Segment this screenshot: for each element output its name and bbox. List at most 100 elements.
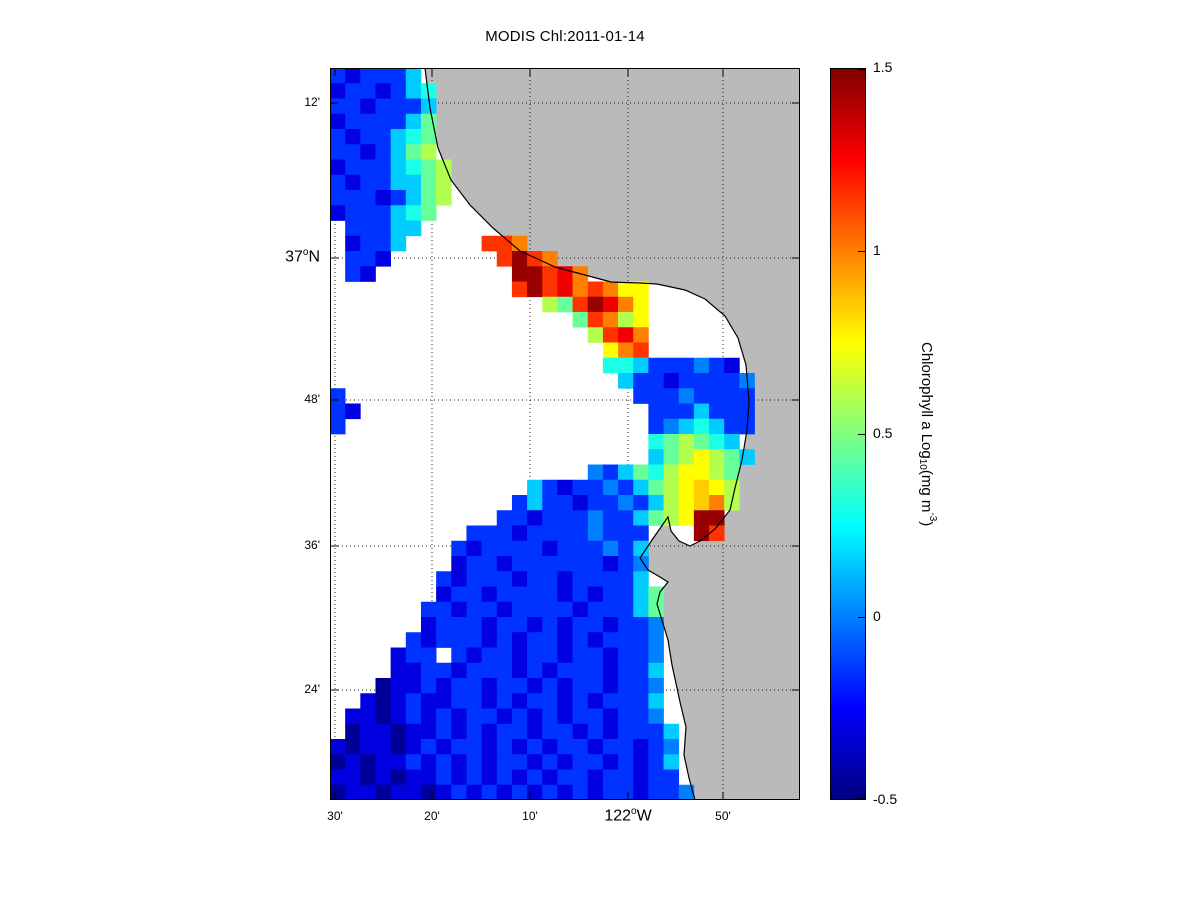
heatmap-cell [602,693,619,709]
heatmap-cell [420,113,437,130]
heatmap-cell [587,723,604,740]
colorbar-label-subscript: 10 [917,458,928,470]
heatmap-cell [602,678,619,694]
heatmap-cell [663,464,680,481]
heatmap-cell [330,403,346,420]
heatmap-cell [511,739,528,755]
heatmap-cell [390,98,407,115]
heatmap-cell [724,449,740,465]
y-tick-label: 48' [304,392,320,406]
heatmap-cell [557,723,573,740]
heatmap-cell [451,723,467,740]
heatmap-cell [330,769,346,786]
heatmap-cell [451,739,467,755]
heatmap-cell [375,68,391,84]
heatmap-cell [648,373,664,389]
heatmap-cell [633,632,649,648]
heatmap-cell [572,571,589,587]
heatmap-cell [405,159,422,176]
heatmap-cell [618,540,634,557]
heatmap-cell [572,525,589,542]
heatmap-cell [466,769,482,786]
heatmap-cell [633,525,649,542]
heatmap-cell [481,662,498,679]
heatmap-cell [436,739,452,755]
x-tick-label: 10' [522,809,538,823]
heatmap-cell [360,784,376,800]
heatmap-cell [633,556,649,572]
heatmap-cell [420,647,437,664]
heatmap-cell [542,784,558,800]
heatmap-cell [345,220,361,237]
heatmap-cell [572,723,589,740]
heatmap-cell [375,159,391,176]
heatmap-cell [436,174,452,191]
heatmap-cell [360,739,376,755]
heatmap-cell [587,327,604,343]
heatmap-cell [618,556,634,572]
heatmap-cell [663,418,680,435]
heatmap-cell [330,83,346,99]
heatmap-cell [709,418,725,435]
heatmap-cell [602,769,619,786]
chart-title: MODIS Chl:2011-01-14 [485,28,645,45]
heatmap-cell [511,693,528,709]
heatmap-cell [511,495,528,511]
heatmap-cell [693,418,710,435]
heatmap-cell [511,754,528,770]
heatmap-cell [648,418,664,435]
heatmap-cell [572,510,589,526]
heatmap-cell [602,556,619,572]
heatmap-cell [420,678,437,694]
heatmap-cell [436,662,452,679]
heatmap-cell [572,662,589,679]
heatmap-cell [405,98,422,115]
heatmap-cell [511,510,528,526]
heatmap-cell [496,251,513,267]
heatmap-cell [602,571,619,587]
heatmap-cell [420,601,437,618]
heatmap-cell [360,708,376,725]
heatmap-cell [678,464,695,481]
heatmap-cell [481,632,498,648]
heatmap-cell [572,556,589,572]
heatmap-cell [572,495,589,511]
heatmap-cell [390,174,407,191]
heatmap-cell [436,693,452,709]
heatmap-cell [466,739,482,755]
heatmap-cell [527,266,543,282]
heatmap-cell [602,327,619,343]
heatmap-cell [618,525,634,542]
heatmap-cell [345,754,361,770]
heatmap-cell [390,205,407,221]
heatmap-cell [572,754,589,770]
heatmap-cell [360,83,376,99]
heatmap-cell [618,647,634,664]
heatmap-cell [709,449,725,465]
heatmap-cell [511,281,528,298]
tick-degrees: 37 [285,248,303,266]
land-mask [425,68,800,800]
heatmap-cell [420,144,437,160]
heatmap-cell [724,464,740,481]
heatmap-cell [602,601,619,618]
heatmap-cell [633,464,649,481]
heatmap-cell [542,632,558,648]
heatmap-cell [557,571,573,587]
heatmap-cell [330,174,346,191]
heatmap-cell [587,769,604,786]
heatmap-cell [345,83,361,99]
y-tick-label: 37oN [235,247,320,266]
heatmap-cell [618,754,634,770]
heatmap-cell [496,235,513,252]
heatmap-cell [420,190,437,206]
heatmap-cell [466,723,482,740]
heatmap-cell [466,571,482,587]
heatmap-cell [466,601,482,618]
heatmap-cell [527,495,543,511]
heatmap-cell [633,678,649,694]
heatmap-cell [648,357,664,374]
heatmap-cell [542,296,558,313]
heatmap-cell [390,754,407,770]
heatmap-cell [648,662,664,679]
